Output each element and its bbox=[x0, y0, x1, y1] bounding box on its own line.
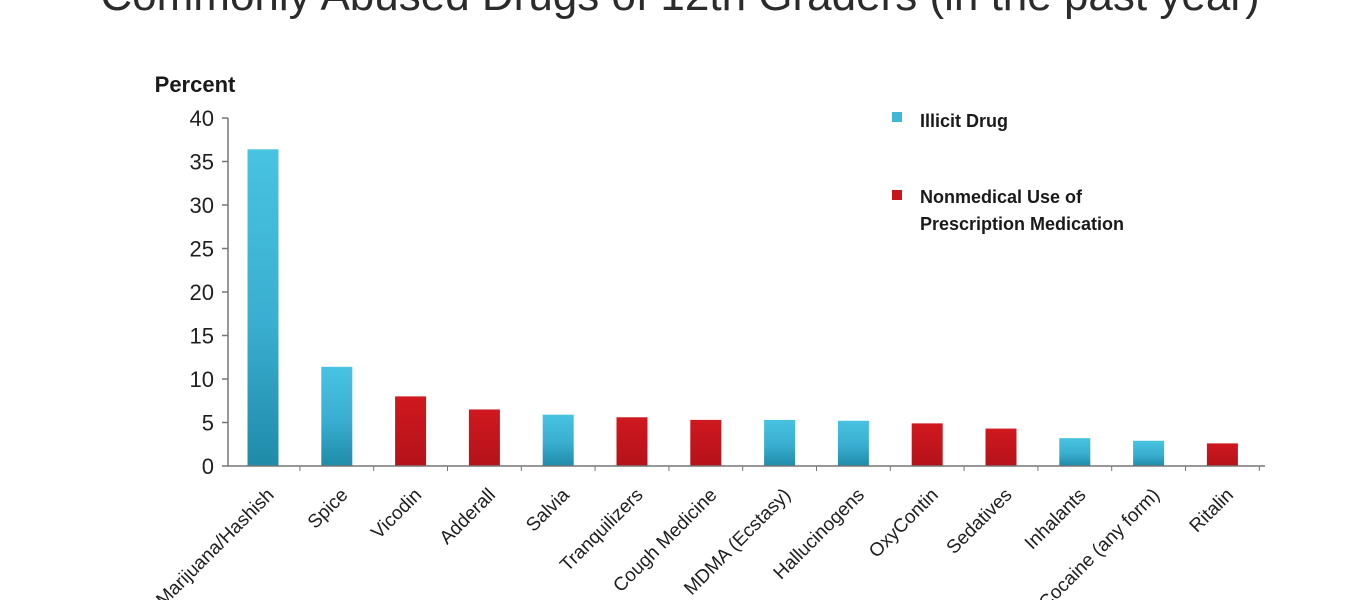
bar-tranquilizers bbox=[616, 417, 648, 466]
y-tick-label: 25 bbox=[190, 237, 214, 262]
bar-adderall bbox=[468, 409, 500, 466]
bar-marijuana-hashish bbox=[247, 149, 279, 466]
legend-label-prescription-line1: Nonmedical Use of bbox=[920, 187, 1083, 207]
legend-label-illicit: Illicit Drug bbox=[920, 111, 1008, 131]
category-labels: Marijuana/Hashish Spice Vicodin Adderall Sal… bbox=[152, 466, 1260, 600]
bar-cough-medicine bbox=[690, 419, 722, 466]
y-tick-label: 5 bbox=[202, 411, 214, 436]
x-category-label: Vicodin bbox=[367, 485, 426, 544]
x-category-label: Inhalants bbox=[1021, 485, 1090, 554]
bar-spice bbox=[321, 366, 353, 466]
y-tick-label: 20 bbox=[190, 280, 214, 305]
y-tick-label: 30 bbox=[190, 193, 214, 218]
y-tick-label: 15 bbox=[190, 324, 214, 349]
x-category-label: Ritalin bbox=[1186, 485, 1238, 537]
x-category-label: OxyContin bbox=[865, 485, 943, 563]
bar-cocaine-any-form bbox=[1133, 440, 1165, 466]
x-category-label: Cocaine (any form) bbox=[1035, 485, 1164, 600]
chart-title: Commonly Abused Drugs of 12th Graders (i… bbox=[100, 0, 1259, 20]
x-category-label: Marijuana/Hashish bbox=[152, 485, 278, 600]
bar-inhalants bbox=[1059, 438, 1091, 466]
bar-oxycontin bbox=[911, 423, 943, 466]
x-category-label: Adderall bbox=[436, 485, 500, 549]
bar-hallucinogens bbox=[837, 420, 869, 466]
legend-swatch-prescription bbox=[892, 190, 902, 200]
x-category-label: Salvia bbox=[522, 484, 574, 536]
y-tick-label: 40 bbox=[190, 106, 214, 131]
legend: Illicit Drug Nonmedical Use of Prescript… bbox=[892, 111, 1124, 234]
y-axis-ticks: 0 5 10 15 20 25 30 35 40 bbox=[190, 106, 228, 479]
y-tick-label: 35 bbox=[190, 150, 214, 175]
bar-sedatives bbox=[985, 428, 1017, 466]
bars-group bbox=[247, 149, 1238, 466]
bar-vicodin bbox=[395, 396, 427, 466]
y-tick-label: 0 bbox=[202, 454, 214, 479]
bar-salvia bbox=[542, 414, 574, 466]
legend-swatch-illicit bbox=[892, 112, 902, 122]
bar-ritalin bbox=[1206, 443, 1238, 466]
legend-label-prescription-line2: Prescription Medication bbox=[920, 214, 1124, 234]
y-axis-label: Percent bbox=[155, 72, 236, 97]
x-category-label: Sedatives bbox=[943, 485, 1017, 559]
y-tick-label: 10 bbox=[190, 367, 214, 392]
bar-mdma-ecstasy bbox=[764, 419, 796, 466]
x-category-label: Spice bbox=[304, 485, 352, 533]
